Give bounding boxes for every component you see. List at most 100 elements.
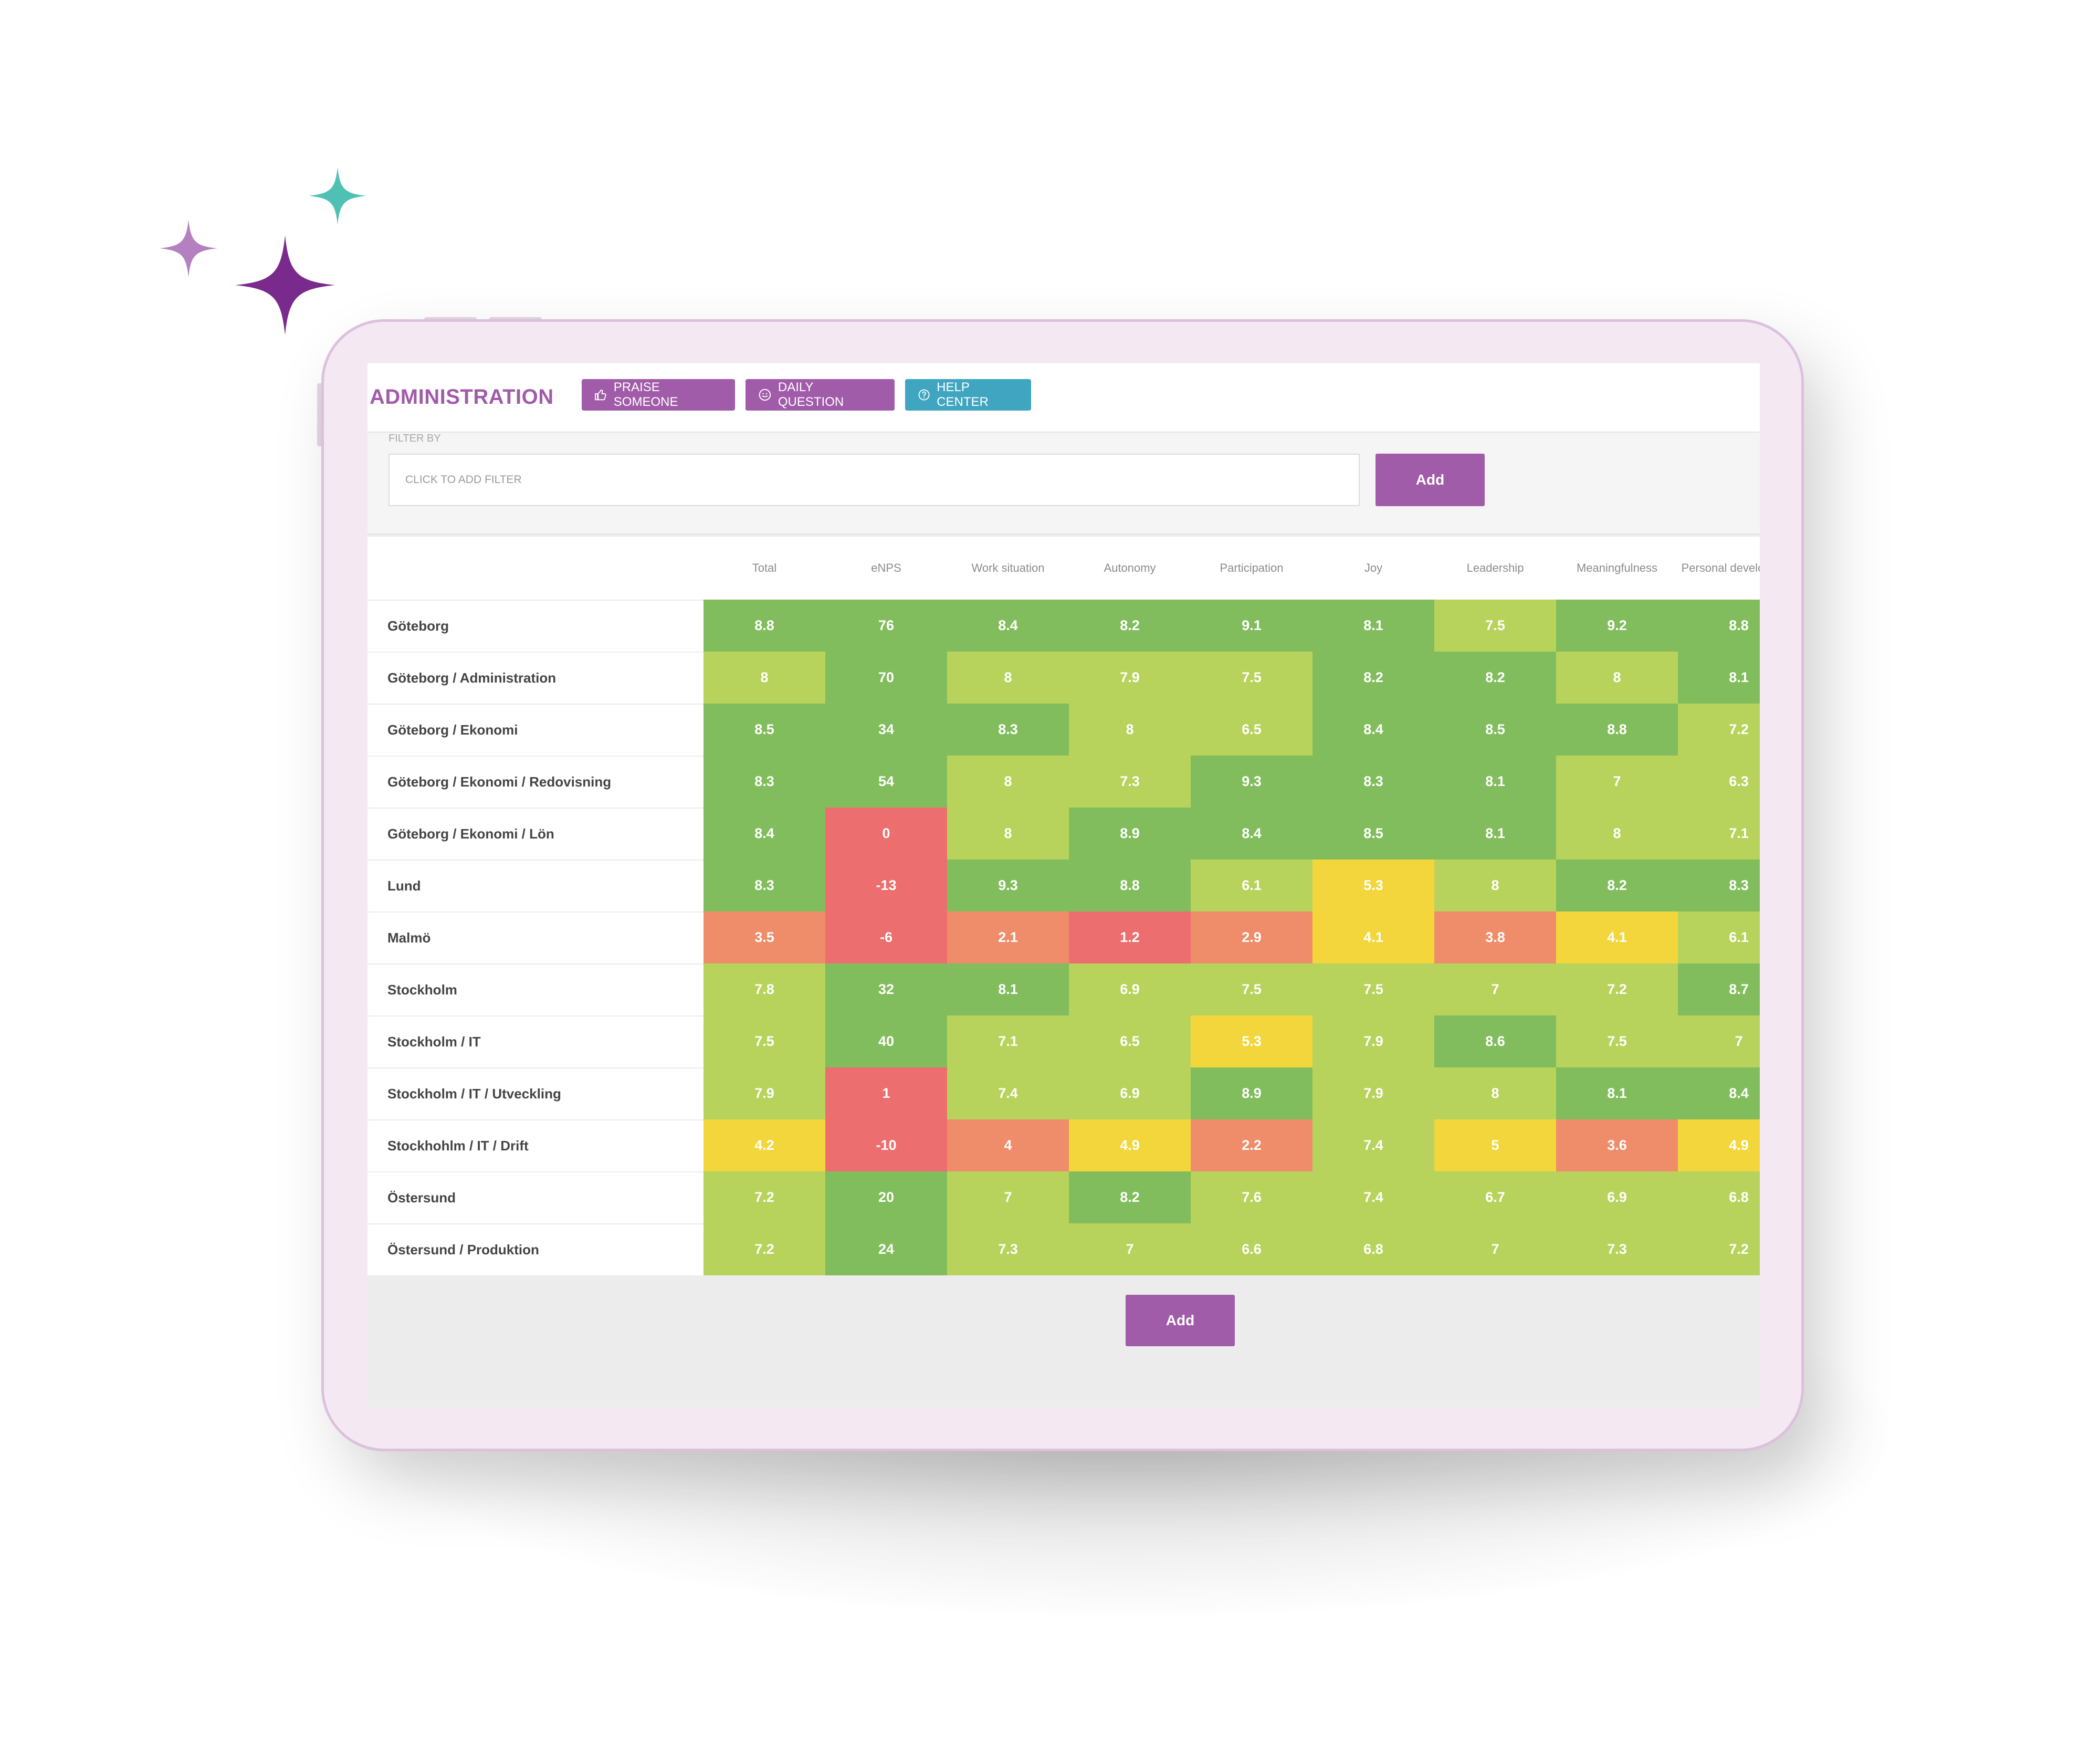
heatmap-cell: 4.1 — [1312, 911, 1434, 963]
heatmap-cell: 8.1 — [1678, 652, 1760, 704]
heatmap-cell: 8.5 — [1312, 808, 1434, 860]
row-label: Östersund / Produktion — [368, 1223, 704, 1275]
heatmap-cell: 8 — [1069, 704, 1191, 756]
heatmap-cell: 8 — [704, 652, 825, 704]
heatmap-cell: 7.2 — [704, 1171, 825, 1223]
row-label: Stockholm / IT / Utveckling — [368, 1067, 704, 1119]
heatmap-cell: 8.1 — [1312, 600, 1434, 652]
heatmap-cell: 32 — [825, 963, 947, 1015]
heatmap-cell: 8.3 — [947, 704, 1069, 756]
heatmap-cell: 34 — [825, 704, 947, 756]
heatmap-cell: 3.5 — [704, 911, 825, 963]
sparkle-light-purple-icon — [160, 219, 217, 277]
row-label: Göteborg / Ekonomi — [368, 704, 704, 756]
heatmap-cell: 7 — [1434, 963, 1556, 1015]
heatmap-cell: 6.6 — [1191, 1223, 1312, 1275]
row-label: Stockhohlm / IT / Drift — [368, 1119, 704, 1171]
help-center-button[interactable]: HELP CENTER — [905, 379, 1031, 411]
heatmap-cell: 8.5 — [704, 704, 825, 756]
heatmap-cell: 6.5 — [1191, 704, 1312, 756]
heatmap-cell: 7.5 — [1434, 600, 1556, 652]
row-label: Stockholm / IT — [368, 1015, 704, 1067]
heatmap-cell: 6.9 — [1069, 1067, 1191, 1119]
heatmap-cell: 8.4 — [704, 808, 825, 860]
heatmap-cell: 7.9 — [704, 1067, 825, 1119]
heatmap-cell: 5.3 — [1191, 1015, 1312, 1067]
heatmap-cell: 7.9 — [1069, 652, 1191, 704]
heatmap-cell: 8.5 — [1434, 704, 1556, 756]
heatmap-cell: 7.5 — [1191, 652, 1312, 704]
heatmap-cell: 4 — [947, 1119, 1069, 1171]
app-header: ADMINISTRATION PRAISE SOMEONE DAILY QUES… — [368, 363, 1760, 433]
question-circle-icon — [918, 389, 930, 401]
column-header[interactable]: Total — [752, 561, 777, 574]
heatmap-cell: 7 — [1556, 756, 1678, 808]
row-label: Göteborg / Ekonomi / Lön — [368, 808, 704, 860]
heatmap-cell: 6.8 — [1678, 1171, 1760, 1223]
heatmap-cell: 7.4 — [1312, 1171, 1434, 1223]
heatmap-cell: 9.1 — [1191, 600, 1312, 652]
heatmap-cell: 8 — [947, 756, 1069, 808]
add-button[interactable]: Add — [1126, 1295, 1235, 1346]
tablet-side-button — [317, 383, 321, 446]
column-header[interactable]: Meaningfulness — [1576, 561, 1658, 574]
heatmap-cell: 8.7 — [1678, 963, 1760, 1015]
heatmap-cell: 8.8 — [1678, 600, 1760, 652]
heatmap-cell: 4.9 — [1069, 1119, 1191, 1171]
heatmap-cell: 3.6 — [1556, 1119, 1678, 1171]
heatmap-cell: -10 — [825, 1119, 947, 1171]
heatmap-cell: 70 — [825, 652, 947, 704]
heatmap-cell: 8.2 — [1312, 652, 1434, 704]
heatmap-cell: 7.2 — [1678, 704, 1760, 756]
daily-question-button[interactable]: DAILY QUESTION — [746, 379, 895, 411]
column-header[interactable]: Participation — [1220, 561, 1284, 574]
heatmap-cell: 7.2 — [1678, 1223, 1760, 1275]
row-label: Göteborg / Administration — [368, 652, 704, 704]
heatmap-cell: 8 — [1556, 808, 1678, 860]
heatmap-cell: 8.3 — [704, 860, 825, 911]
heatmap-cell: 8.3 — [1312, 756, 1434, 808]
heatmap-cell: 24 — [825, 1223, 947, 1275]
column-header[interactable]: Joy — [1364, 561, 1383, 574]
heatmap-cell: 8 — [947, 652, 1069, 704]
heatmap-cell: 5.3 — [1312, 860, 1434, 911]
heatmap-cell: 6.9 — [1556, 1171, 1678, 1223]
heatmap-cell: 7 — [1434, 1223, 1556, 1275]
column-header[interactable]: Autonomy — [1104, 561, 1156, 574]
heatmap-cell: 2.9 — [1191, 911, 1312, 963]
daily-question-label: DAILY QUESTION — [778, 380, 844, 409]
heatmap-cell: 4.2 — [704, 1119, 825, 1171]
heatmap-cell: 7.5 — [1191, 963, 1312, 1015]
app-screen: ADMINISTRATION PRAISE SOMEONE DAILY QUES… — [368, 363, 1760, 1407]
heatmap-cell: 8.2 — [1069, 1171, 1191, 1223]
heatmap-cell: 0 — [825, 808, 947, 860]
add-filter-button[interactable]: Add — [1376, 454, 1485, 506]
heatmap-cell: 7.3 — [947, 1223, 1069, 1275]
heatmap-cell: 5 — [1434, 1119, 1556, 1171]
heatmap-cell: 8.9 — [1069, 808, 1191, 860]
heatmap-cell: 8.1 — [947, 963, 1069, 1015]
heatmap-cell: 6.9 — [1069, 963, 1191, 1015]
row-label: Stockholm — [368, 963, 704, 1015]
row-label: Göteborg — [368, 600, 704, 652]
filter-panel: FILTER BY CLICK TO ADD FILTER Add — [368, 433, 1760, 535]
heatmap-cell: 7.1 — [1678, 808, 1760, 860]
heatmap-cell: -13 — [825, 860, 947, 911]
heatmap-cell: 6.1 — [1678, 911, 1760, 963]
filter-input[interactable]: CLICK TO ADD FILTER — [388, 454, 1360, 506]
column-header[interactable]: Personal development — [1681, 561, 1760, 574]
column-header[interactable]: Leadership — [1466, 561, 1524, 574]
heatmap-cell: 7.4 — [1312, 1119, 1434, 1171]
praise-someone-button[interactable]: PRAISE SOMEONE — [582, 379, 735, 411]
heatmap-cell: 6.5 — [1069, 1015, 1191, 1067]
heatmap-cell: 8.4 — [1191, 808, 1312, 860]
heatmap-cell: 7.4 — [947, 1067, 1069, 1119]
column-header[interactable]: eNPS — [871, 561, 901, 574]
row-label: Östersund — [368, 1171, 704, 1223]
heatmap-cell: 6.7 — [1434, 1171, 1556, 1223]
heatmap-cell: 8.3 — [704, 756, 825, 808]
heatmap-cell: 7.5 — [1556, 1015, 1678, 1067]
heatmap-cell: 8.8 — [704, 600, 825, 652]
column-header[interactable]: Work situation — [971, 561, 1045, 574]
row-label: Lund — [368, 860, 704, 911]
